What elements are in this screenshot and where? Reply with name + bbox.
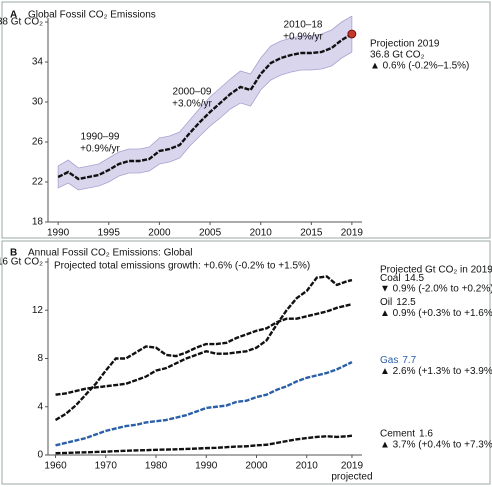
y-tick-label: 12 bbox=[32, 305, 44, 316]
panel-frame bbox=[1, 240, 491, 485]
chart-title: Global Fossil CO₂ Emissions bbox=[28, 10, 156, 21]
legend-name: Cement bbox=[380, 428, 415, 439]
y-tick-label: 34 bbox=[32, 57, 44, 68]
annotation-period: 2010–18 bbox=[284, 20, 323, 31]
legend-value: 14.5 bbox=[405, 273, 425, 284]
x-tick-label: 2010 bbox=[250, 228, 273, 239]
subtitle: Projected total emissions growth: +0.6% … bbox=[54, 261, 310, 272]
legend-entry: Oil 12.5 bbox=[380, 297, 416, 308]
annotation-rate: +0.9%/yr bbox=[283, 32, 323, 43]
legend-name: Oil bbox=[380, 297, 392, 308]
legend-entry: Coal 14.5 bbox=[380, 273, 424, 284]
series-line bbox=[54, 303, 353, 422]
projection-point bbox=[347, 29, 357, 39]
annotation-period: 1990–99 bbox=[81, 132, 120, 143]
x-tick-label: 1990 bbox=[195, 461, 218, 472]
x-tick-label: 2005 bbox=[199, 228, 222, 239]
projection-value: 36.8 Gt CO₂ bbox=[370, 50, 425, 61]
y-tick-label: 16 Gt CO₂ bbox=[0, 257, 43, 268]
x-tick-label: 2000 bbox=[148, 228, 171, 239]
x-tick-label: 2000 bbox=[245, 461, 268, 472]
annotation-period: 2000–09 bbox=[173, 87, 212, 98]
series-line bbox=[55, 434, 353, 455]
series-line bbox=[55, 275, 353, 396]
y-tick-label: 38 Gt CO₂ bbox=[0, 17, 43, 28]
x-note: projected bbox=[331, 472, 372, 483]
legend-change: ▲ 2.6% (+1.3% to +3.9%) bbox=[380, 366, 492, 377]
projection-change: ▲ 0.6% (-0.2%–1.5%) bbox=[370, 61, 469, 72]
panel-frame bbox=[1, 1, 491, 239]
y-tick-label: 4 bbox=[37, 401, 43, 412]
series-line bbox=[57, 32, 353, 181]
x-tick-label: 2019 bbox=[341, 461, 364, 472]
legend-entry: Gas 7.7 bbox=[380, 355, 417, 366]
legend-change: ▲ 3.7% (+0.4% to +7.3%) bbox=[380, 439, 492, 450]
legend-name: Coal bbox=[380, 273, 401, 284]
annotation-rate: +3.0%/yr bbox=[172, 99, 212, 110]
y-tick-label: 0 bbox=[37, 450, 43, 461]
y-tick-label: 30 bbox=[32, 97, 44, 108]
legend-value: 7.7 bbox=[402, 355, 416, 366]
panel-label: A bbox=[10, 10, 17, 21]
legend-value: 12.5 bbox=[396, 297, 416, 308]
legend-title: Projected Gt CO₂ in 2019 bbox=[380, 265, 492, 276]
legend-change: ▼ 0.9% (-2.0% to +0.2%) bbox=[380, 284, 492, 295]
chart-title: Annual Fossil CO₂ Emissions: Global bbox=[28, 248, 193, 259]
x-tick-label: 1990 bbox=[47, 228, 70, 239]
legend-value: 1.6 bbox=[419, 428, 433, 439]
legend-name: Gas bbox=[380, 355, 398, 366]
y-tick-label: 18 bbox=[32, 217, 44, 228]
series-line bbox=[55, 361, 353, 447]
x-tick-label: 1960 bbox=[44, 461, 67, 472]
legend-entry: Cement 1.6 bbox=[380, 428, 433, 439]
x-tick-label: 1995 bbox=[98, 228, 121, 239]
panel-label: B bbox=[10, 248, 17, 259]
x-tick-label: 2015 bbox=[300, 228, 323, 239]
annotation-rate: +0.9%/yr bbox=[80, 144, 120, 155]
legend-change: ▲ 0.9% (+0.3% to +1.6%) bbox=[380, 308, 492, 319]
y-tick-label: 8 bbox=[37, 353, 43, 364]
y-tick-label: 26 bbox=[32, 137, 44, 148]
x-tick-label: 1970 bbox=[95, 461, 118, 472]
projection-title: Projection 2019 bbox=[370, 39, 440, 50]
x-tick-label: 2019 bbox=[341, 228, 364, 239]
x-tick-label: 1980 bbox=[145, 461, 168, 472]
x-tick-label: 2010 bbox=[296, 461, 319, 472]
y-tick-label: 22 bbox=[32, 177, 44, 188]
